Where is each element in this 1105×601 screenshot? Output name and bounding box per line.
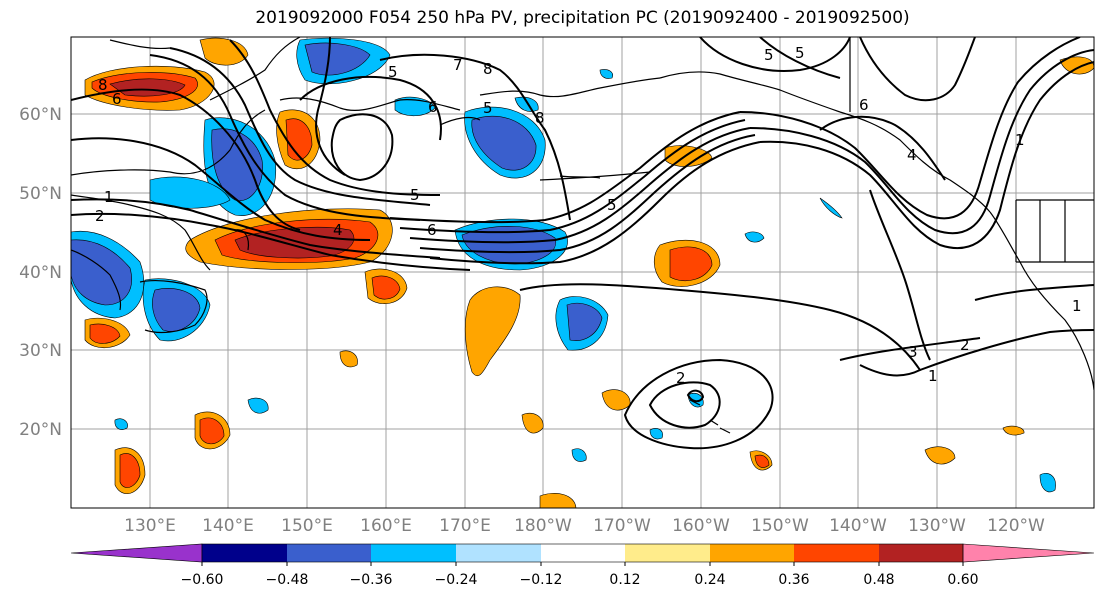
lon-label: 150°E	[281, 516, 333, 536]
colorbar-left-extend	[70, 543, 203, 563]
lon-label: 140°W	[829, 516, 887, 536]
lon-label: 170°E	[439, 516, 491, 536]
lat-label: 30°N	[19, 341, 62, 361]
lon-label: 150°W	[751, 516, 809, 536]
colorbar-swatch	[371, 544, 456, 562]
longitude-labels: 130°E 140°E 150°E 160°E 170°E 180°W 170°…	[124, 516, 1045, 536]
contour-label: 6	[112, 90, 122, 108]
colorbar-tick-label: −0.60	[181, 572, 224, 588]
colorbar-tick-label: 0.60	[947, 572, 978, 588]
contour-label: 6	[859, 96, 869, 114]
contour-label: 7	[453, 56, 463, 74]
contour-label: 5	[607, 196, 617, 214]
colorbar-tick-label: −0.36	[350, 572, 393, 588]
contour-label: 5	[483, 99, 493, 117]
contour-label: 5	[795, 44, 805, 62]
lon-label: 140°E	[202, 516, 254, 536]
colorbar-right-extend	[962, 543, 1095, 563]
contour-label: 1	[1015, 131, 1025, 149]
colorbar-swatch	[287, 544, 371, 562]
contour-label: 1	[928, 367, 938, 385]
colorbar-tick-label: −0.24	[435, 572, 478, 588]
contour-labels: 8 6 5 6 1 8 7 5 5 8 4 1 2 4 6 5 5 6 5 2 …	[95, 44, 1082, 387]
colorbar-tick-label: −0.12	[520, 572, 563, 588]
contour-label: 3	[908, 343, 918, 361]
contour-label: 8	[535, 109, 545, 127]
lat-label: 60°N	[19, 105, 62, 125]
contour-label: 5	[410, 186, 420, 204]
colorbar-swatch	[456, 544, 541, 562]
colorbar-swatch	[541, 544, 625, 562]
colorbar-tick-label: 0.24	[694, 572, 725, 588]
lon-label: 170°W	[593, 516, 651, 536]
lat-label: 50°N	[19, 184, 62, 204]
contour-label: 5	[388, 63, 398, 81]
lon-label: 160°W	[672, 516, 730, 536]
colorbar-tick-label: −0.48	[266, 572, 309, 588]
map-frame	[70, 36, 1095, 509]
contour-label: 4	[907, 146, 917, 164]
contour-label: 1	[104, 188, 114, 206]
pv-contours	[71, 37, 1094, 450]
colorbar-swatch	[202, 544, 287, 562]
contour-label: 8	[483, 60, 493, 78]
colorbar: −0.60 −0.48 −0.36 −0.24 −0.12 0.12 0.24 …	[70, 543, 1095, 588]
colorbar-swatch	[879, 544, 963, 562]
contour-label: 1	[1072, 297, 1082, 315]
contour-label: 6	[427, 221, 437, 239]
colorbar-swatch	[710, 544, 794, 562]
contour-label: 2	[960, 336, 970, 354]
colorbar-tick-marks	[201, 562, 964, 566]
map-title: 2019092000 F054 250 hPa PV, precipitatio…	[255, 8, 910, 28]
precipitation-shading	[71, 37, 1094, 508]
lon-label: 160°E	[360, 516, 412, 536]
lon-label: 130°E	[124, 516, 176, 536]
colorbar-tick-label: 0.48	[863, 572, 894, 588]
colorbar-swatch	[794, 544, 879, 562]
map-plot-area: 8 6 5 6 1 8 7 5 5 8 4 1 2 4 6 5 5 6 5 2 …	[71, 37, 1094, 508]
lat-label: 40°N	[19, 263, 62, 283]
contour-label: 2	[95, 207, 105, 225]
latitude-labels: 60°N 50°N 40°N 30°N 20°N	[19, 105, 62, 440]
colorbar-swatch	[625, 544, 710, 562]
contour-label: 2	[676, 369, 686, 387]
lon-label: 120°W	[987, 516, 1045, 536]
contour-label: 8	[98, 76, 108, 94]
contour-label: 5	[764, 46, 774, 64]
contour-label: 4	[333, 221, 343, 239]
coastlines	[71, 37, 1094, 434]
lon-label: 180°W	[514, 516, 572, 536]
lon-label: 130°W	[908, 516, 966, 536]
lat-label: 20°N	[19, 420, 62, 440]
contour-label: 6	[428, 98, 438, 116]
colorbar-tick-label: 0.36	[778, 572, 809, 588]
colorbar-tick-label: 0.12	[609, 572, 640, 588]
